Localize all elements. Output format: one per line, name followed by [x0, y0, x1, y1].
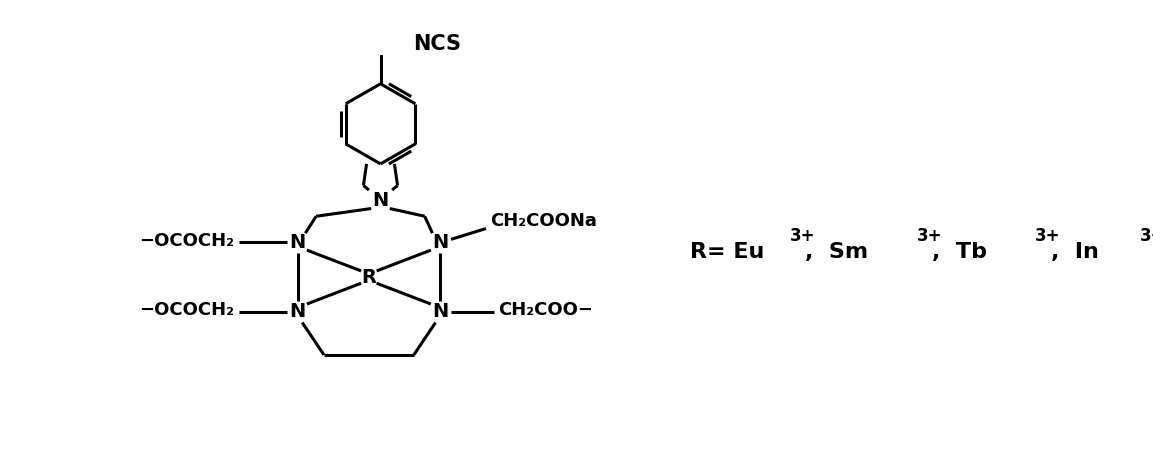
Text: N: N: [289, 302, 306, 321]
Text: R= Eu: R= Eu: [691, 242, 764, 262]
Text: N: N: [372, 191, 389, 210]
Text: NCS: NCS: [413, 34, 461, 54]
Text: 3+: 3+: [1140, 226, 1153, 244]
Text: N: N: [432, 233, 449, 252]
Text: N: N: [289, 233, 306, 252]
Text: N: N: [432, 302, 449, 321]
Text: ,  In: , In: [1050, 242, 1099, 262]
Text: 3+: 3+: [790, 226, 815, 244]
Text: 3+: 3+: [917, 226, 942, 244]
Text: CH₂COO−: CH₂COO−: [498, 301, 594, 319]
Text: −OCOCH₂: −OCOCH₂: [140, 301, 234, 319]
Text: ,  Tb: , Tb: [933, 242, 987, 262]
Text: R: R: [361, 267, 376, 287]
Text: 3+: 3+: [1035, 226, 1061, 244]
Text: ,  Sm: , Sm: [805, 242, 868, 262]
Text: CH₂COONa: CH₂COONa: [490, 212, 596, 230]
Text: −OCOCH₂: −OCOCH₂: [140, 232, 234, 250]
